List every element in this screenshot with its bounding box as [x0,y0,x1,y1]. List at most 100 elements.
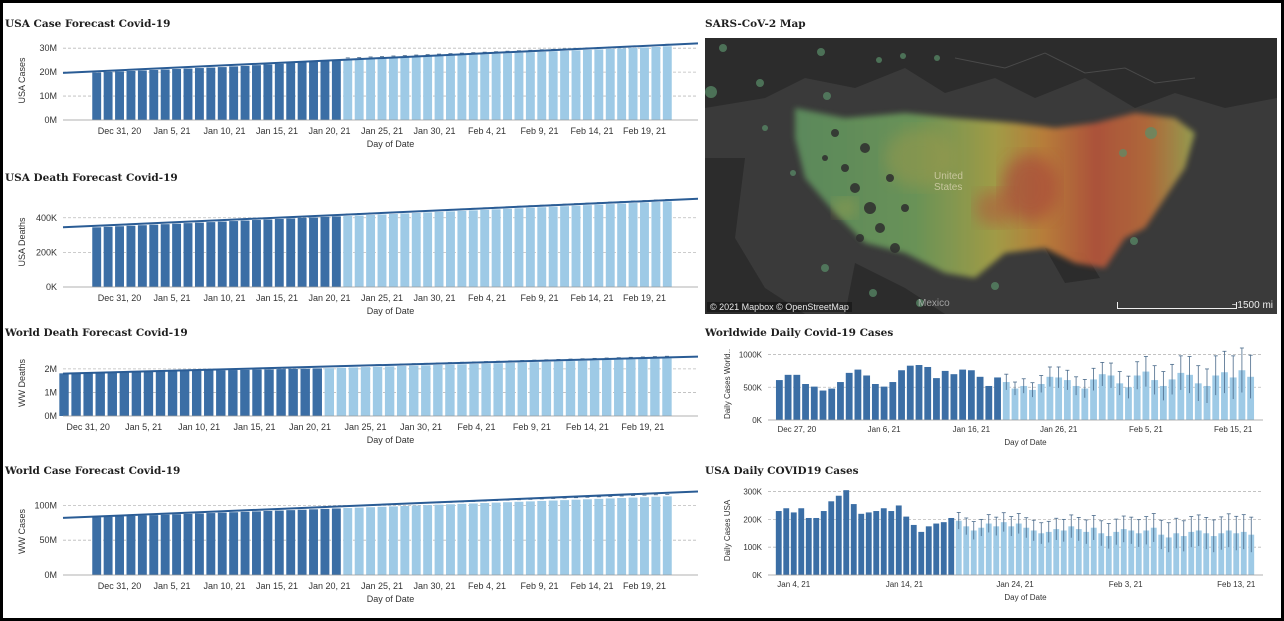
world-case-forecast-bar [525,501,535,575]
usa-daily-forecast-bar [1233,533,1240,575]
usa-daily-forecast-bar [978,527,985,575]
map-canvas [705,38,1277,314]
world-death-xtick-label: Jan 20, 21 [289,422,331,432]
usa-daily-ytick-label: 300K [743,488,762,497]
usa-death-actual-bar [149,224,159,287]
world-death-forecast-bar [505,362,515,416]
ww-daily-actual-bar [871,384,879,420]
usa-daily-forecast-bar [1015,523,1022,575]
world-case-actual-bar [274,510,284,575]
world-death-actual-bar [107,372,117,416]
usa-case-forecast-bar [491,53,501,120]
world-case-forecast-bar [457,503,467,575]
world-case-xtick-label: Dec 31, 20 [98,581,142,591]
usa-case-ytick-label: 20M [39,67,57,77]
world-case-xtick-label: Feb 9, 21 [520,581,558,591]
ww-daily-forecast-bar [1125,387,1132,420]
world-case-xlabel: Day of Date [367,594,415,604]
world-case-ytick-label: 100M [34,500,57,510]
usa-death-forecast-bar [400,213,410,287]
usa-death-title: USA Death Forecast Covid-19 [5,172,178,184]
usa-case-xtick-label: Feb 19, 21 [623,126,666,136]
world-death-forecast-bar [360,367,371,416]
usa-death-forecast-bar [640,202,649,287]
usa-daily-forecast-bar [985,523,992,575]
ww-daily-forecast-bar [1090,379,1097,420]
usa-daily-actual-bar [783,508,790,575]
world-case-actual-bar [149,515,159,575]
usa-case-actual-bar [183,68,193,120]
world-death-actual-bar [264,369,274,416]
ww-daily-actual-bar [967,370,975,420]
world-death-chart[interactable]: 0M 1M 2M WW Deaths Dec 31, 20 Jan 5, 21 Jan 10… [3,326,698,456]
world-case-forecast-bar [503,502,512,575]
usa-daily-forecast-bar [993,526,1000,575]
usa-case-chart[interactable]: 0M 10M 20M 30M USA Cases Dec 31, 20 Jan 5, 21 J… [3,17,698,164]
ww-daily-actual-bar [933,378,940,420]
usa-case-actual-bar [103,71,113,120]
usa-death-xtick-label: Dec 31, 20 [98,293,142,303]
usa-death-forecast-bar [491,209,501,287]
sars-cov-2-map[interactable]: United States Mexico © 2021 Mapbox © Ope… [705,38,1277,314]
usa-daily-actual-bar [903,516,910,575]
world-death-forecast-bar [348,367,359,416]
usa-case-actual-bar [309,61,318,120]
usa-death-forecast-bar [594,204,604,287]
usa-daily-actual-bar [805,517,812,575]
ww-daily-forecast-bar [1029,389,1036,420]
map-credit[interactable]: © 2021 Mapbox © OpenStreetMap [707,302,852,312]
usa-death-forecast-bar [468,210,478,287]
usa-case-actual-bar [206,67,216,120]
world-death-actual-bar [167,371,178,416]
usa-case-trend-line [62,42,698,74]
usa-daily-actual-bar [948,517,955,575]
ww-daily-actual-bar [959,369,967,420]
world-death-forecast-bar [469,363,479,416]
usa-daily-forecast-bar [1203,533,1210,575]
ww-daily-forecast-bar [1186,374,1193,420]
world-case-forecast-bar [388,506,398,575]
usa-daily-forecast-bar [1188,531,1195,575]
world-case-forecast-bar [400,505,410,575]
usa-daily-forecast-bar [1053,529,1060,575]
world-case-xtick-label: Feb 4, 21 [468,581,506,591]
usa-death-chart[interactable]: 0K 200K 400K USA Deaths Dec 31, 20 Jan 5, 21 J… [3,171,698,319]
world-case-xtick-label: Jan 5, 21 [154,581,191,591]
ww-daily-actual-bar [950,374,958,420]
ww-daily-title: Worldwide Daily Covid-19 Cases [705,327,894,339]
usa-case-forecast-bar [377,58,387,120]
usa-daily-chart[interactable]: 0K 100K 200K 300K Daily Cases USA Jan 4, 21 Ja… [703,464,1279,614]
map-label-mexico: Mexico [918,298,950,309]
usa-death-forecast-bar [525,207,535,287]
ww-daily-chart[interactable]: 0K 500K 1000K Daily Cases World.. Dec 27, 20… [703,326,1279,461]
world-death-forecast-bar [421,365,431,416]
usa-case-xtick-label: Jan 20, 21 [308,126,350,136]
usa-death-forecast-bar [662,201,672,287]
usa-case-forecast-bar [662,46,672,121]
usa-case-forecast-bar [503,53,512,120]
usa-death-forecast-bar [571,205,581,287]
usa-daily-title: USA Daily COVID19 Cases [705,465,859,477]
world-death-forecast-bar [614,359,624,416]
world-death-actual-bar [228,370,238,416]
usa-daily-xtick-label: Jan 4, 21 [777,580,810,589]
usa-daily-actual-bar [835,495,842,575]
usa-daily-forecast-bar [1023,527,1030,575]
world-case-chart[interactable]: 0M 50M 100M WW Cases Dec 31, 20 Jan 5, 21 Jan … [3,464,698,614]
ww-daily-forecast-bar [1194,383,1202,420]
usa-case-actual-bar [172,69,182,120]
map-title: SARS-CoV-2 Map [705,18,806,30]
usa-case-forecast-bar [468,54,478,120]
usa-death-xtick-label: Jan 15, 21 [256,293,298,303]
usa-case-xtick-label: Dec 31, 20 [98,126,142,136]
world-case-forecast-bar [651,496,661,575]
world-death-forecast-bar [384,366,395,416]
usa-case-forecast-bar [628,47,638,120]
usa-death-ytick-label: 200K [36,247,57,257]
world-death-actual-bar [204,370,214,416]
world-case-actual-bar [160,514,170,575]
world-case-ytick-label: 50M [39,535,57,545]
world-death-xlabel: Day of Date [367,435,415,445]
usa-death-actual-bar [206,222,216,287]
usa-case-forecast-bar [480,54,490,120]
